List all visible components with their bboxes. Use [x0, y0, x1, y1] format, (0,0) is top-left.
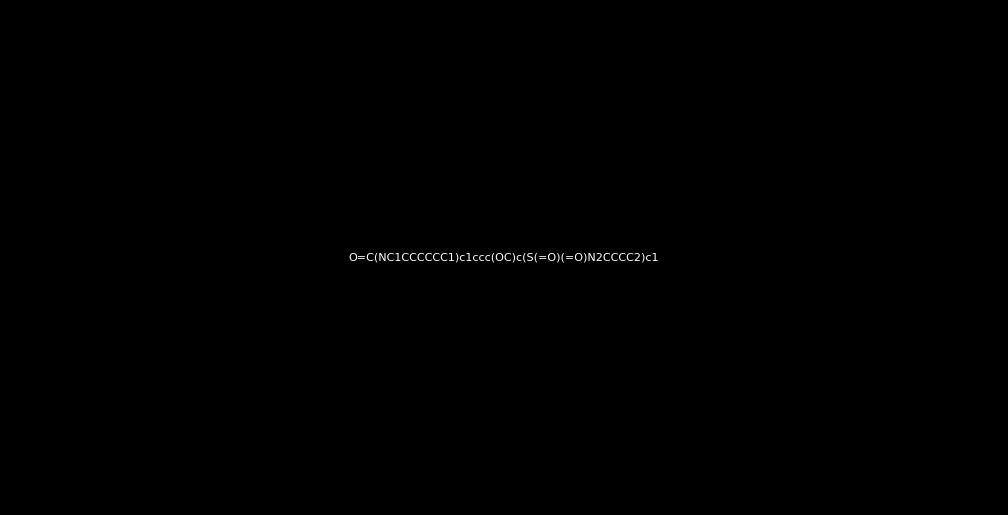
- Text: O=C(NC1CCCCCC1)c1ccc(OC)c(S(=O)(=O)N2CCCC2)c1: O=C(NC1CCCCCC1)c1ccc(OC)c(S(=O)(=O)N2CCC…: [349, 252, 659, 263]
